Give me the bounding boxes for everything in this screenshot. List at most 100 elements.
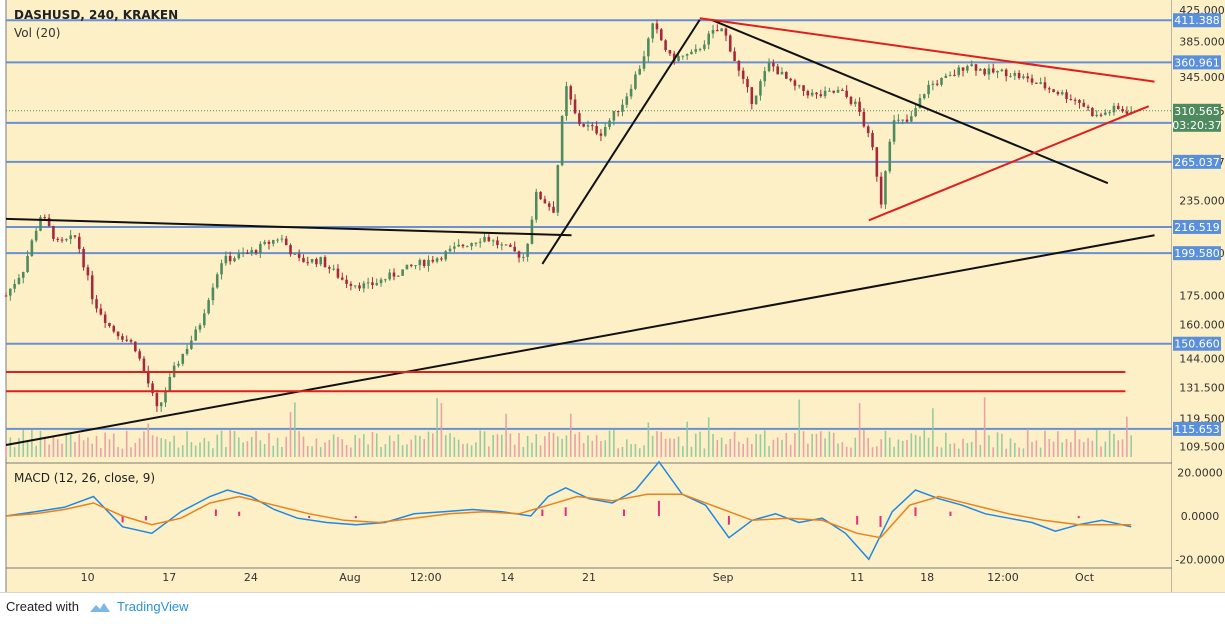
- volume-bar: [604, 440, 607, 457]
- volume-bar: [578, 432, 581, 457]
- black-trend-line: [541, 19, 701, 265]
- candle-body: [194, 329, 197, 341]
- volume-bar: [656, 431, 658, 457]
- volume-bar: [992, 447, 995, 457]
- macd-tick-label: 20.0000: [1177, 467, 1223, 480]
- candle-body: [901, 119, 904, 121]
- candle-body: [806, 91, 810, 96]
- candle-body: [1035, 82, 1038, 84]
- volume-bar: [427, 431, 430, 457]
- candle-body: [353, 285, 357, 287]
- volume-bar: [552, 432, 555, 457]
- price-tick-label: 235.000: [1179, 195, 1225, 208]
- candle-body: [655, 23, 659, 30]
- time-axis: 10 17 24 Aug 12:00 14 21 Sep 11 18 12:00 Oct: [81, 571, 1095, 584]
- volume-bar: [1018, 447, 1020, 457]
- volume-bar: [845, 446, 848, 457]
- volume-bar: [876, 446, 878, 457]
- time-tick-label: 12:00: [987, 571, 1019, 584]
- volume-bar: [112, 433, 115, 457]
- volume-bar: [1100, 446, 1102, 457]
- candle-body: [457, 244, 460, 247]
- candle-body: [595, 126, 598, 134]
- volume-bar: [95, 436, 98, 457]
- candle-body: [1030, 78, 1034, 83]
- black-trend-line: [5, 217, 572, 237]
- volume-bar: [526, 435, 529, 457]
- volume-bar: [147, 423, 150, 457]
- volume-bar: [48, 444, 50, 457]
- volume-bar: [272, 445, 275, 457]
- candle-body: [961, 67, 965, 71]
- candle-body: [409, 264, 413, 266]
- candle-body: [1026, 76, 1030, 79]
- macd-histogram-bar: [354, 516, 357, 519]
- candle-body: [728, 35, 732, 52]
- time-tick-label: 14: [500, 571, 514, 584]
- volume-bar: [819, 431, 822, 457]
- candle-body: [310, 258, 314, 263]
- candle-body: [608, 120, 611, 127]
- candle-body: [823, 90, 827, 97]
- volume-bar: [393, 441, 395, 457]
- volume-bar: [557, 436, 559, 457]
- candle-body: [323, 257, 327, 268]
- candle-body: [853, 101, 857, 104]
- candle-body: [724, 28, 728, 36]
- time-tick-label: 10: [81, 571, 95, 584]
- volume-bar: [660, 431, 663, 457]
- volume-bar: [863, 429, 865, 457]
- candle-body: [440, 258, 443, 260]
- tradingview-link[interactable]: TradingView: [117, 599, 189, 614]
- candle-body: [815, 92, 818, 95]
- volume-bar: [492, 435, 494, 457]
- volume-bar: [720, 437, 723, 457]
- volume-bar: [1039, 447, 1042, 457]
- candle-body: [237, 253, 241, 259]
- volume-bar: [220, 430, 223, 457]
- candle-body: [500, 244, 504, 246]
- black-trend-line: [711, 18, 1109, 185]
- chart-svg[interactable]: 425.000385.000345.000310.565265.037235.0…: [0, 0, 1225, 592]
- volume-bar: [483, 431, 486, 457]
- candle-body: [159, 402, 163, 407]
- candle-body: [315, 258, 318, 265]
- volume-bar: [513, 444, 516, 457]
- volume-bar: [1044, 430, 1046, 457]
- candle-body: [259, 243, 262, 253]
- candle-body: [336, 268, 340, 278]
- candle-body: [888, 141, 892, 172]
- volume-bar: [371, 432, 374, 457]
- time-tick-label: 12:00: [410, 571, 442, 584]
- volume-bar: [940, 447, 943, 457]
- price-tick-label: 109.500: [1179, 440, 1225, 453]
- candle-body: [375, 283, 379, 286]
- volume-bar: [901, 440, 904, 457]
- candle-body: [522, 256, 525, 258]
- chart-area[interactable]: 425.000385.000345.000310.565265.037235.0…: [0, 0, 1225, 592]
- candle-body: [966, 66, 969, 71]
- volume-bar: [294, 402, 296, 457]
- volume-bar: [725, 444, 727, 457]
- candle-body: [681, 55, 685, 57]
- volume-bar: [363, 434, 365, 457]
- candle-body: [629, 88, 633, 97]
- candle-body: [690, 51, 693, 55]
- macd-pane: [5, 460, 1132, 561]
- volume-bar: [350, 447, 352, 457]
- candle-body: [767, 62, 771, 72]
- candle-body: [1116, 105, 1120, 110]
- volume-bar: [1126, 416, 1128, 457]
- last-price-badge: [1173, 103, 1221, 132]
- candle-body: [116, 331, 120, 337]
- tradingview-cloud-icon: [90, 603, 110, 612]
- volume-bar: [380, 446, 382, 457]
- axis-background: [1172, 0, 1225, 592]
- candle-body: [1009, 75, 1012, 77]
- candle-body: [211, 287, 215, 301]
- candle-body: [474, 242, 478, 244]
- volume-bar: [664, 438, 667, 457]
- volume-bar: [888, 437, 891, 457]
- candle-body: [634, 74, 637, 89]
- volume-bar: [582, 443, 585, 457]
